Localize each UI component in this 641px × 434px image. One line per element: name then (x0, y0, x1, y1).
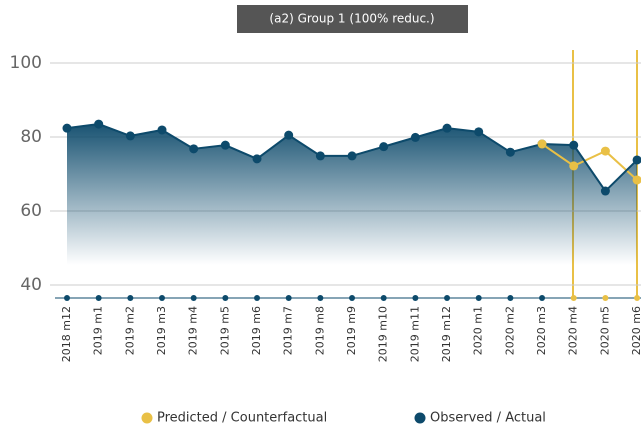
x-tick-label: 2020 m6 (630, 306, 641, 355)
x-tick-label: 2019 m3 (155, 306, 168, 355)
x-tick-dot (127, 295, 134, 301)
point (410, 132, 420, 142)
legend-label: Predicted / Counterfactual (157, 411, 327, 426)
x-tick-dot (222, 295, 229, 301)
point (347, 151, 357, 161)
x-tick-label: 2019 m1 (92, 306, 105, 355)
x-tick-label: 2019 m12 (440, 306, 453, 362)
point (442, 123, 452, 133)
point (569, 161, 579, 171)
point (632, 175, 641, 185)
point (125, 131, 135, 141)
chart-title: (a2) Group 1 (100% reduc.) (269, 12, 434, 26)
x-tick-dot (254, 295, 261, 301)
x-tick-dot (444, 295, 451, 301)
series-line (541, 143, 638, 181)
x-tick-label: 2019 m11 (408, 306, 421, 362)
x-tick-label: 2019 m8 (313, 306, 326, 355)
point (600, 146, 610, 156)
x-tick-label: 2020 m4 (567, 306, 580, 355)
point (157, 125, 167, 135)
x-tick-dot (475, 295, 482, 301)
area (67, 124, 638, 265)
legend-swatch (414, 412, 426, 424)
point (505, 147, 515, 157)
x-tick-dot (634, 295, 641, 301)
x-tick-label: 2020 m1 (472, 306, 485, 355)
x-tick-dot (507, 295, 514, 301)
point (632, 155, 641, 165)
x-tick-dot (317, 295, 324, 301)
x-tick-dot (380, 295, 387, 301)
x-tick-label: 2019 m2 (123, 306, 136, 355)
x-tick-dot (190, 295, 197, 301)
point (537, 139, 547, 149)
point (474, 127, 484, 137)
point (94, 119, 104, 129)
point (379, 142, 389, 152)
x-tick-label: 2019 m7 (282, 306, 295, 355)
legend-label: Observed / Actual (430, 411, 546, 426)
x-tick-dot (64, 295, 70, 301)
x-tick-label: 2019 m5 (218, 306, 231, 355)
x-tick-label: 2019 m6 (250, 306, 263, 355)
x-tick-dot (412, 295, 419, 301)
y-tick-label: 80 (20, 127, 42, 147)
point (189, 144, 199, 154)
x-tick-dot (285, 295, 292, 301)
x-tick-dot (159, 295, 166, 301)
point (284, 130, 294, 140)
point (252, 154, 262, 164)
title-box (237, 5, 468, 33)
x-tick-label: 2019 m4 (187, 306, 200, 355)
x-tick-dot (349, 295, 356, 301)
x-tick-dot (539, 295, 546, 301)
legend-swatch (141, 412, 153, 424)
x-tick-label: 2019 m9 (345, 306, 358, 355)
x-tick-label: 2020 m3 (535, 306, 548, 355)
x-tick-label: 2020 m2 (503, 306, 516, 355)
x-tick-label: 2019 m10 (377, 306, 390, 362)
point (600, 186, 610, 196)
point (62, 123, 72, 133)
x-tick-label: 2018 m12 (60, 306, 73, 362)
x-tick-dot (570, 295, 577, 301)
x-tick-dot (602, 295, 609, 301)
point (220, 140, 230, 150)
y-tick-label: 40 (20, 275, 42, 295)
y-tick-label: 60 (20, 201, 42, 221)
x-tick-label: 2020 m5 (598, 306, 611, 355)
x-tick-dot (95, 295, 102, 301)
point (315, 151, 325, 161)
point (569, 140, 579, 150)
y-tick-label: 100 (10, 53, 42, 73)
